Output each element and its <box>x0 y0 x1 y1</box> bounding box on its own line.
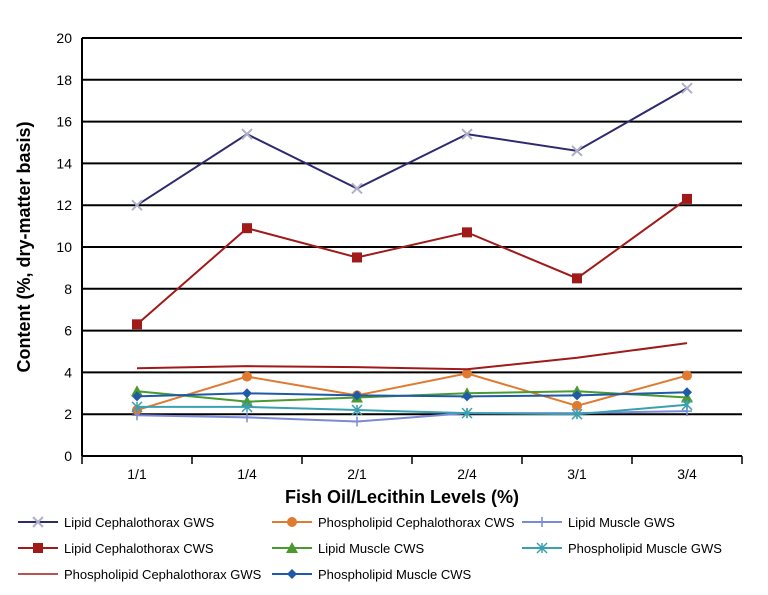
data-point <box>242 223 252 234</box>
data-point <box>682 370 692 381</box>
legend-label: Lipid Cephalothorax CWS <box>64 541 214 556</box>
series-line <box>136 342 688 371</box>
x-tick-label: 1/4 <box>237 466 257 482</box>
series-line <box>137 403 688 416</box>
data-point <box>462 391 472 402</box>
data-point <box>681 82 693 94</box>
x-tick-label: 3/1 <box>567 466 587 482</box>
x-axis-label: Fish Oil/Lecithin Levels (%) <box>285 487 519 507</box>
legend-label: Phospholipid Muscle GWS <box>568 541 722 556</box>
data-point <box>131 199 143 211</box>
data-point <box>132 391 142 402</box>
legend-item: Phospholipid Cephalothorax CWS <box>272 515 515 530</box>
data-point <box>681 399 693 411</box>
data-point <box>242 371 252 382</box>
legend-label: Phospholipid Muscle CWS <box>318 567 472 582</box>
x-tick-label: 3/4 <box>677 466 697 482</box>
data-point <box>352 416 362 427</box>
data-point <box>351 404 363 416</box>
legend-marker <box>287 517 297 527</box>
legend-item: Lipid Cephalothorax GWS <box>18 515 215 530</box>
y-tick-label: 6 <box>64 323 72 339</box>
y-tick-label: 14 <box>56 155 72 171</box>
legend-item: Phospholipid Muscle CWS <box>272 567 472 582</box>
x-tick-label: 1/1 <box>127 466 147 482</box>
y-tick-label: 12 <box>56 197 72 213</box>
legend-item: Lipid Muscle GWS <box>522 515 675 530</box>
y-tick-label: 0 <box>64 448 72 464</box>
legend-label: Lipid Cephalothorax GWS <box>64 515 215 530</box>
data-point <box>132 410 142 421</box>
y-axis-label: Content (%, dry-matter basis) <box>14 121 34 372</box>
y-tick-label: 10 <box>56 239 72 255</box>
data-point <box>241 128 253 140</box>
data-point <box>131 385 143 397</box>
legend-marker <box>33 543 43 553</box>
data-point <box>572 400 582 411</box>
data-point <box>351 182 363 195</box>
series-line <box>136 391 688 398</box>
legend-label: Lipid Muscle CWS <box>318 541 425 556</box>
data-point <box>571 145 583 157</box>
series-0 <box>131 82 693 211</box>
legend-marker <box>536 542 548 554</box>
y-tick-label: 4 <box>64 364 72 380</box>
data-point <box>462 227 472 238</box>
legend-marker <box>286 542 298 553</box>
series-1 <box>132 368 692 416</box>
legend-label: Phospholipid Cephalothorax CWS <box>318 515 515 530</box>
series-6 <box>136 342 688 371</box>
legend-label: Phospholipid Cephalothorax GWS <box>64 567 262 582</box>
data-point <box>682 193 692 204</box>
data-point <box>461 128 473 140</box>
y-tick-label: 16 <box>56 114 72 130</box>
series-3 <box>132 193 692 330</box>
y-tick-label: 8 <box>64 281 72 297</box>
legend-label: Lipid Muscle GWS <box>568 515 675 530</box>
data-point <box>352 252 362 263</box>
legend-item: Lipid Muscle CWS <box>272 541 425 556</box>
series-line <box>136 372 688 411</box>
y-tick-label: 18 <box>56 72 72 88</box>
data-point <box>241 401 253 413</box>
y-tick-label: 2 <box>64 406 72 422</box>
legend-item: Lipid Cephalothorax CWS <box>18 541 214 556</box>
legend-item: Phospholipid Muscle GWS <box>522 541 722 556</box>
legend-marker <box>537 517 547 527</box>
y-tick-label: 20 <box>56 30 72 46</box>
data-point <box>242 412 252 423</box>
x-tick-label: 2/4 <box>457 466 477 482</box>
legend-marker <box>287 569 297 579</box>
legend-marker <box>32 516 44 528</box>
x-tick-label: 2/1 <box>347 466 367 482</box>
series-2 <box>132 406 692 427</box>
data-point <box>462 368 472 379</box>
data-point <box>461 407 473 419</box>
series-5 <box>131 399 693 420</box>
series-line <box>136 87 688 207</box>
data-point <box>572 390 582 401</box>
data-point <box>242 388 252 399</box>
data-point <box>132 319 142 330</box>
data-point <box>352 390 362 401</box>
series-7 <box>132 387 692 402</box>
data-point <box>131 401 143 413</box>
data-point <box>571 408 583 420</box>
legend-item: Phospholipid Cephalothorax GWS <box>18 567 262 582</box>
data-point <box>682 387 692 398</box>
series-line <box>136 198 688 326</box>
data-point <box>572 273 582 284</box>
